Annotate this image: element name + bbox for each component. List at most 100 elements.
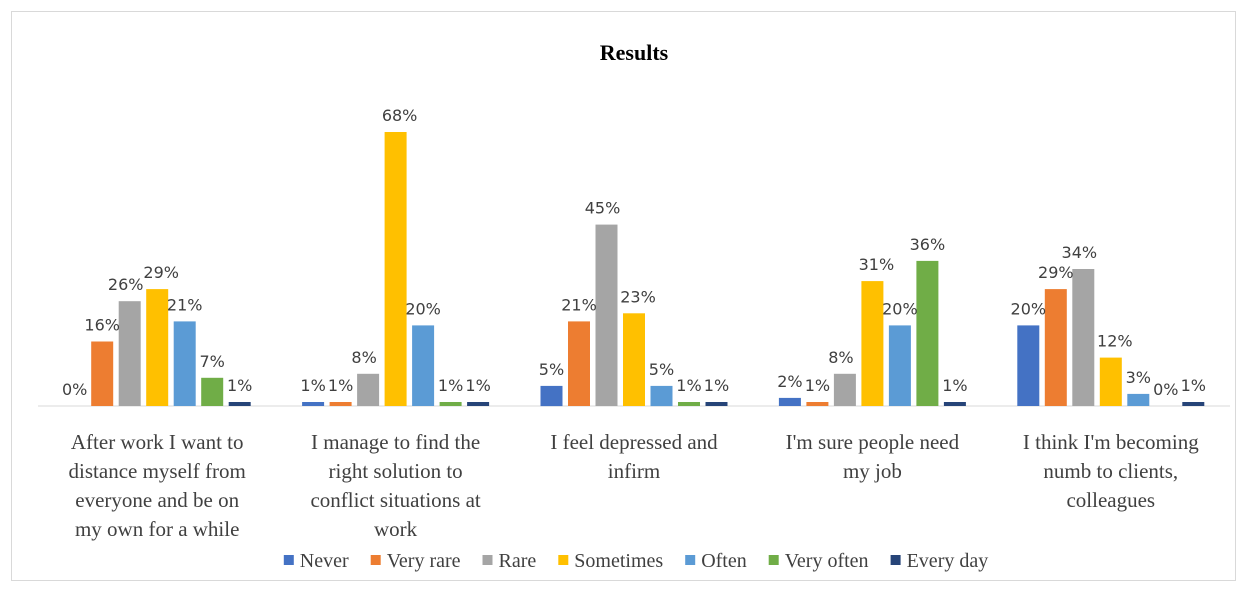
category-label: distance myself from xyxy=(69,459,246,483)
legend-item: Never xyxy=(283,550,349,572)
category-label: everyone and be on xyxy=(75,488,239,512)
bar xyxy=(467,402,490,406)
data-label: 12% xyxy=(1097,332,1133,351)
legend-swatch xyxy=(890,555,901,565)
legend-swatch xyxy=(768,555,779,565)
data-label: 68% xyxy=(382,106,418,125)
bar xyxy=(1072,269,1095,406)
data-label: 21% xyxy=(167,295,203,314)
bar xyxy=(173,321,196,406)
bar xyxy=(1182,402,1205,406)
data-label: 8% xyxy=(351,348,376,367)
legend-label: Every day xyxy=(907,550,989,572)
category-label: my own for a while xyxy=(75,517,239,541)
bar xyxy=(302,402,325,406)
bar xyxy=(228,402,251,406)
legend-swatch xyxy=(283,555,294,565)
data-label: 31% xyxy=(859,255,895,274)
bar xyxy=(861,281,884,406)
data-label: 1% xyxy=(1181,376,1206,395)
data-label: 3% xyxy=(1126,368,1151,387)
data-label: 1% xyxy=(942,376,967,395)
bar xyxy=(540,385,563,407)
bar xyxy=(384,132,407,406)
legend-item: Sometimes xyxy=(558,550,663,572)
bar xyxy=(1099,357,1122,406)
data-label: 23% xyxy=(620,287,656,306)
legend-label: Very rare xyxy=(387,550,461,572)
bars-layer xyxy=(91,132,1205,407)
data-label: 1% xyxy=(227,376,252,395)
value-labels-layer: 0%16%26%29%21%7%1% 1% 1%8%68%20%1% 1%5%21%4… xyxy=(62,106,1206,399)
bar xyxy=(806,402,829,406)
data-label: 1% xyxy=(300,376,325,395)
category-label: work xyxy=(374,517,418,541)
legend-swatch xyxy=(370,555,381,565)
data-label: 1% xyxy=(438,376,463,395)
data-label: 5% xyxy=(539,360,564,379)
bar xyxy=(778,397,801,406)
data-label: 26% xyxy=(108,275,144,294)
bar xyxy=(1017,325,1040,406)
category-label: infirm xyxy=(608,459,661,483)
data-label: 21% xyxy=(561,295,597,314)
data-label: 20% xyxy=(882,299,918,318)
category-label: I think I'm becoming xyxy=(1023,430,1199,454)
data-label: 5% xyxy=(649,360,674,379)
data-label: 1% xyxy=(328,376,353,395)
bar xyxy=(91,341,114,406)
data-label: 29% xyxy=(1038,263,1074,282)
category-label: right solution to xyxy=(329,459,463,483)
legend-item: Often xyxy=(685,550,747,572)
bar xyxy=(623,313,645,406)
data-label: 29% xyxy=(143,263,179,282)
data-label: 16% xyxy=(84,316,120,335)
bar xyxy=(357,373,380,406)
legend-swatch xyxy=(685,555,696,565)
legend-swatch xyxy=(558,555,569,565)
category-label: I feel depressed and xyxy=(550,430,718,454)
legend-item: Very often xyxy=(768,550,869,572)
bar xyxy=(412,325,435,406)
bar xyxy=(650,385,673,407)
bar xyxy=(118,301,141,406)
legend-label: Rare xyxy=(499,550,537,572)
data-label: 2% xyxy=(777,372,802,391)
bar xyxy=(146,289,169,406)
legend-label: Often xyxy=(701,550,747,572)
bar xyxy=(678,402,700,406)
data-label: 20% xyxy=(405,299,441,318)
chart-frame xyxy=(11,11,1236,581)
data-label: 1% xyxy=(805,376,830,395)
category-label: conflict situations at xyxy=(310,488,480,512)
legend-label: Never xyxy=(300,550,349,572)
data-label: 45% xyxy=(585,199,621,218)
legend-label: Very often xyxy=(785,550,869,572)
legend-item: Rare xyxy=(482,550,537,572)
bar xyxy=(329,402,352,406)
category-label: I manage to find the xyxy=(311,430,480,454)
category-label: my job xyxy=(843,459,902,483)
bar xyxy=(568,321,590,406)
data-label: 1% xyxy=(704,376,729,395)
data-label: 7% xyxy=(200,352,225,371)
bar xyxy=(943,402,966,406)
category-label: After work I want to xyxy=(71,430,244,454)
bar xyxy=(888,325,911,406)
legend: Never Very rare Rare Sometimes Often Very oft… xyxy=(283,550,989,572)
legend-item: Every day xyxy=(890,550,989,572)
data-label: 34% xyxy=(1062,243,1098,262)
category-label: numb to clients, xyxy=(1043,459,1178,483)
data-label: 36% xyxy=(910,235,946,254)
legend-item: Very rare xyxy=(370,550,461,572)
data-label: 20% xyxy=(1011,299,1047,318)
legend-swatch xyxy=(482,555,493,565)
category-label: I'm sure people need xyxy=(786,430,960,454)
bar xyxy=(201,377,224,406)
data-label: 0% xyxy=(1153,380,1178,399)
bar xyxy=(1127,393,1150,406)
bar xyxy=(439,402,462,406)
bar xyxy=(705,402,728,406)
data-label: 1% xyxy=(465,376,490,395)
